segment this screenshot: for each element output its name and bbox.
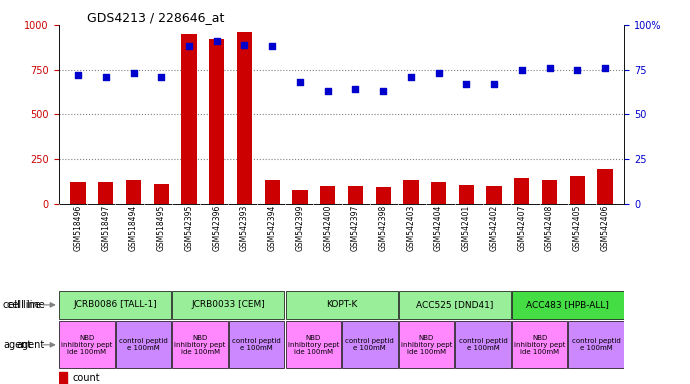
Bar (237, 32, 252, 204)
Bar (399, 321, 454, 368)
Text: NBD
inhibitory pept
ide 100mM: NBD inhibitory pept ide 100mM (401, 335, 452, 355)
Bar (59, 372, 68, 384)
Bar (209, 39, 224, 204)
Bar (542, 180, 558, 204)
Point (544, 65, 555, 71)
Bar (342, 321, 397, 368)
Bar (569, 321, 624, 368)
Bar (403, 180, 419, 204)
Bar (59, 321, 115, 368)
Text: JCRB0033 [CEM]: JCRB0033 [CEM] (192, 300, 265, 310)
Text: KOPT-K: KOPT-K (326, 300, 357, 310)
Bar (286, 291, 397, 319)
Text: NBD
inhibitory pept
ide 100mM: NBD inhibitory pept ide 100mM (61, 335, 112, 355)
Text: control peptid
e 100mM: control peptid e 100mM (572, 338, 620, 351)
Point (156, 74, 167, 80)
Bar (154, 184, 169, 204)
Bar (172, 291, 284, 319)
Bar (598, 169, 613, 204)
Bar (293, 190, 308, 204)
Bar (399, 291, 511, 319)
Text: cell line: cell line (7, 300, 44, 310)
Point (516, 66, 527, 73)
Bar (116, 321, 171, 368)
Text: count: count (72, 373, 100, 383)
Point (405, 74, 416, 80)
Bar (264, 180, 280, 204)
Bar (286, 321, 341, 368)
Bar (486, 186, 502, 204)
Bar (431, 182, 446, 204)
Text: ACC483 [HPB-ALL]: ACC483 [HPB-ALL] (526, 300, 609, 310)
Bar (375, 187, 391, 204)
Point (433, 70, 444, 76)
Point (295, 79, 306, 85)
Text: cell line: cell line (3, 300, 41, 310)
Bar (172, 321, 228, 368)
Text: agent: agent (3, 340, 32, 350)
Point (128, 70, 139, 76)
Bar (98, 182, 113, 204)
Bar (570, 176, 585, 204)
Point (461, 81, 472, 87)
Point (267, 43, 278, 50)
Point (211, 38, 222, 44)
Point (489, 81, 500, 87)
Text: ACC525 [DND41]: ACC525 [DND41] (416, 300, 493, 310)
Text: control peptid
e 100mM: control peptid e 100mM (119, 338, 168, 351)
Point (600, 65, 611, 71)
Text: agent: agent (17, 340, 44, 350)
Point (72, 72, 83, 78)
Text: control peptid
e 100mM: control peptid e 100mM (233, 338, 281, 351)
Point (572, 66, 583, 73)
Bar (512, 291, 624, 319)
Text: NBD
inhibitory pept
ide 100mM: NBD inhibitory pept ide 100mM (175, 335, 226, 355)
Bar (348, 186, 363, 204)
Bar (512, 321, 567, 368)
Bar (229, 321, 284, 368)
Bar (70, 182, 86, 204)
Point (322, 88, 333, 94)
Text: control peptid
e 100mM: control peptid e 100mM (346, 338, 394, 351)
Point (377, 88, 388, 94)
Bar (126, 180, 141, 204)
Bar (59, 291, 171, 319)
Point (350, 86, 361, 92)
Bar (455, 321, 511, 368)
Bar (181, 34, 197, 204)
Bar (320, 186, 335, 204)
Text: NBD
inhibitory pept
ide 100mM: NBD inhibitory pept ide 100mM (514, 335, 565, 355)
Text: control peptid
e 100mM: control peptid e 100mM (459, 338, 507, 351)
Bar (514, 178, 529, 204)
Point (239, 41, 250, 48)
Point (184, 43, 195, 50)
Text: JCRB0086 [TALL-1]: JCRB0086 [TALL-1] (73, 300, 157, 310)
Text: GDS4213 / 228646_at: GDS4213 / 228646_at (87, 11, 224, 24)
Bar (459, 185, 474, 204)
Point (100, 74, 111, 80)
Text: NBD
inhibitory pept
ide 100mM: NBD inhibitory pept ide 100mM (288, 335, 339, 355)
